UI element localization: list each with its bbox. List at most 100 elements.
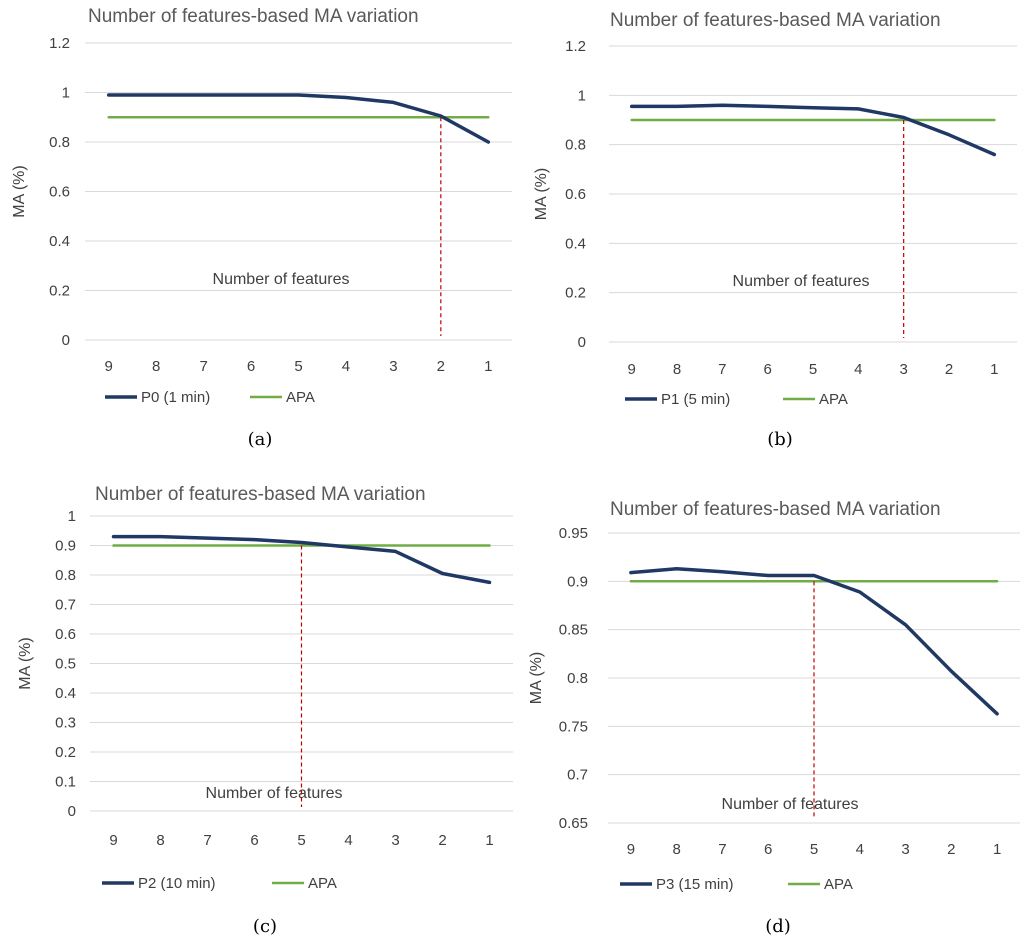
- y-tick-label: 0.6: [49, 184, 70, 201]
- y-tick-label: 0: [578, 334, 586, 351]
- y-tick-label: 0.7: [55, 597, 76, 614]
- y-tick-label: 0.4: [565, 235, 586, 252]
- y-tick-label: 1: [68, 508, 76, 525]
- y-tick-label: 0: [68, 803, 76, 820]
- x-tick-label: 1: [990, 361, 998, 378]
- chart-title: Number of features-based MA variation: [610, 10, 941, 31]
- x-tick-label: 9: [627, 841, 635, 858]
- legend-label-apa: APA: [286, 389, 315, 406]
- y-tick-label: 0.85: [559, 622, 588, 639]
- legend: P1 (5 min) APA: [625, 391, 848, 408]
- x-tick-label: 7: [203, 832, 211, 849]
- y-tick-label: 0.7: [567, 767, 588, 784]
- y-tick-label: 1.2: [49, 35, 70, 52]
- x-tick-label: 6: [250, 832, 258, 849]
- legend: P0 (1 min) APA: [105, 389, 315, 406]
- panel-caption: (a): [248, 429, 273, 450]
- panel-caption: (c): [253, 916, 277, 937]
- legend: P3 (15 min) APA: [620, 876, 853, 893]
- legend-label-apa: APA: [824, 876, 853, 893]
- x-tick-label: 1: [993, 841, 1001, 858]
- x-tick-label: 3: [391, 832, 399, 849]
- x-tick-label: 4: [854, 361, 862, 378]
- legend-label-apa: APA: [308, 875, 337, 892]
- x-tick-label: 9: [105, 358, 113, 375]
- y-tick-label: 0.8: [55, 567, 76, 584]
- y-axis-label: MA (%): [17, 637, 34, 689]
- x-tick-label: 9: [109, 832, 117, 849]
- x-tick-label: 7: [199, 358, 207, 375]
- chart-title: Number of features-based MA variation: [95, 484, 426, 505]
- x-axis-label: Number of features: [733, 273, 870, 290]
- y-tick-label: 0.75: [559, 718, 588, 735]
- y-tick-label: 0.9: [567, 573, 588, 590]
- x-axis-label: Number of features: [213, 271, 350, 288]
- series-line-main: [629, 103, 997, 157]
- y-tick-label: 0.95: [559, 525, 588, 542]
- y-tick-label: 1: [62, 85, 70, 102]
- x-tick-label: 2: [437, 358, 445, 375]
- chart-panel-3: Number of features-based MA variation 0 0.…: [17, 484, 513, 937]
- x-tick-label: 7: [718, 841, 726, 858]
- x-tick-label: 1: [484, 358, 492, 375]
- series-line-main: [111, 534, 492, 585]
- x-tick-label: 8: [672, 841, 680, 858]
- legend: P2 (10 min) APA: [102, 875, 337, 892]
- chart-panel-1: Number of features-based MA variation 0 0.…: [11, 6, 512, 450]
- legend-label-main: P1 (5 min): [661, 391, 730, 408]
- x-tick-label: 6: [247, 358, 255, 375]
- chart-panel-2: Number of features-based MA variation 0 0.…: [533, 10, 1017, 450]
- x-tick-label: 6: [764, 841, 772, 858]
- chart-title: Number of features-based MA variation: [88, 6, 419, 27]
- x-tick-label: 3: [389, 358, 397, 375]
- y-tick-label: 1: [578, 87, 586, 104]
- y-axis-label: MA (%): [528, 652, 545, 704]
- y-tick-label: 0.3: [55, 715, 76, 732]
- x-tick-label: 1: [485, 832, 493, 849]
- panel-caption: (d): [765, 916, 791, 937]
- x-tick-label: 9: [627, 361, 635, 378]
- y-axis-label: MA (%): [11, 165, 28, 217]
- y-tick-label: 0.6: [55, 626, 76, 643]
- x-tick-label: 8: [673, 361, 681, 378]
- y-tick-label: 0: [62, 332, 70, 349]
- x-tick-label: 4: [342, 358, 350, 375]
- x-tick-label: 2: [945, 361, 953, 378]
- series-line-main: [629, 567, 999, 716]
- y-tick-label: 0.2: [565, 285, 586, 302]
- legend-label-main: P0 (1 min): [141, 389, 210, 406]
- x-tick-label: 4: [344, 832, 352, 849]
- x-tick-label: 3: [899, 361, 907, 378]
- x-axis-label: Number of features: [206, 785, 343, 802]
- legend-label-main: P3 (15 min): [656, 876, 734, 893]
- y-tick-label: 0.2: [55, 744, 76, 761]
- y-tick-label: 0.8: [565, 137, 586, 154]
- x-tick-label: 7: [718, 361, 726, 378]
- x-tick-label: 6: [763, 361, 771, 378]
- y-tick-label: 0.2: [49, 283, 70, 300]
- y-tick-label: 0.4: [55, 685, 76, 702]
- chart-panel-4: Number of features-based MA variation 0.6…: [528, 499, 1020, 937]
- x-tick-label: 8: [152, 358, 160, 375]
- y-tick-label: 0.6: [565, 186, 586, 203]
- legend-label-main: P2 (10 min): [138, 875, 216, 892]
- y-tick-label: 0.65: [559, 815, 588, 832]
- y-tick-label: 0.1: [55, 774, 76, 791]
- x-tick-label: 4: [856, 841, 864, 858]
- y-tick-label: 0.4: [49, 233, 70, 250]
- x-tick-label: 5: [809, 361, 817, 378]
- x-tick-label: 8: [156, 832, 164, 849]
- y-tick-label: 0.5: [55, 656, 76, 673]
- x-tick-label: 5: [297, 832, 305, 849]
- chart-title: Number of features-based MA variation: [610, 499, 941, 520]
- y-tick-label: 0.9: [55, 538, 76, 555]
- y-tick-label: 0.8: [567, 670, 588, 687]
- series-line-main: [106, 93, 491, 144]
- x-tick-label: 5: [810, 841, 818, 858]
- x-tick-label: 3: [901, 841, 909, 858]
- x-tick-label: 5: [294, 358, 302, 375]
- legend-label-apa: APA: [819, 391, 848, 408]
- y-tick-label: 0.8: [49, 134, 70, 151]
- panel-caption: (b): [767, 429, 793, 450]
